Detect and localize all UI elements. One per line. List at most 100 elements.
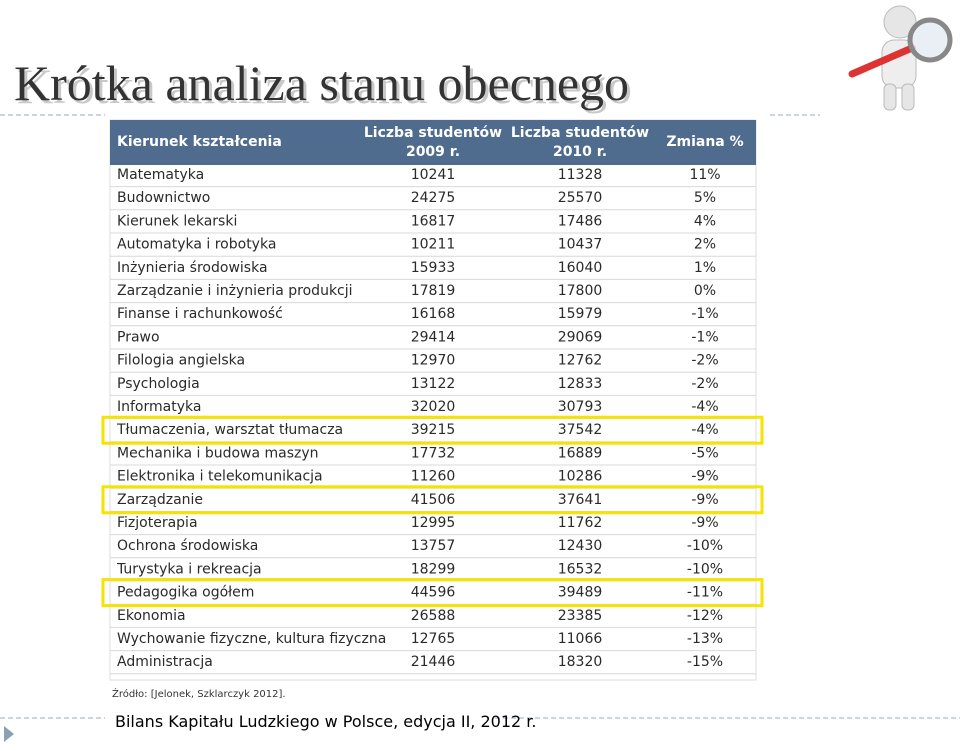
cell: 13122 xyxy=(411,376,456,392)
cell: -9% xyxy=(691,492,718,508)
cell: 10286 xyxy=(558,469,603,485)
cell: 26588 xyxy=(411,608,456,624)
cell: 10211 xyxy=(411,237,456,253)
cell: 17486 xyxy=(558,213,603,229)
cell: 10241 xyxy=(411,167,456,183)
cell: 11066 xyxy=(558,631,603,647)
cell: 17732 xyxy=(411,445,456,461)
cell: -9% xyxy=(691,515,718,531)
cell: 0% xyxy=(694,283,716,299)
cell: 16168 xyxy=(411,306,456,322)
column-header: 2009 r. xyxy=(406,144,460,160)
cell: Wychowanie fizyczne, kultura fizyczna xyxy=(117,631,386,647)
cell: 44596 xyxy=(411,585,456,601)
cell: 13757 xyxy=(411,538,456,554)
cell: 11260 xyxy=(411,469,456,485)
cell: 12970 xyxy=(411,353,456,369)
cell: 16532 xyxy=(558,561,603,577)
cell: 1% xyxy=(694,260,716,276)
cell: 16817 xyxy=(411,213,456,229)
cell: Finanse i rachunkowość xyxy=(117,306,283,322)
cell: 12765 xyxy=(411,631,456,647)
cell: 12762 xyxy=(558,353,603,369)
cell: 2% xyxy=(694,237,716,253)
cell: -5% xyxy=(691,445,718,461)
cell: 25570 xyxy=(558,190,603,206)
cell: Kierunek lekarski xyxy=(117,213,237,229)
cell: 12833 xyxy=(558,376,603,392)
cell: 29069 xyxy=(558,329,603,345)
cell: 37641 xyxy=(558,492,603,508)
cell: Filologia angielska xyxy=(117,353,245,369)
cell: 32020 xyxy=(411,399,456,415)
cell: 39489 xyxy=(558,585,603,601)
cell: 11% xyxy=(689,167,720,183)
cell: Automatyka i robotyka xyxy=(117,237,276,253)
cell: Prawo xyxy=(117,329,160,345)
column-header: Zmiana % xyxy=(666,134,743,150)
cell: Tłumaczenia, warsztat tłumacza xyxy=(116,422,343,438)
cell: 12995 xyxy=(411,515,456,531)
cell: Inżynieria środowiska xyxy=(117,260,268,276)
cell: -13% xyxy=(687,631,723,647)
cell: Zarządzanie xyxy=(117,492,203,508)
cell: Pedagogika ogółem xyxy=(117,585,254,601)
cell: 15933 xyxy=(411,260,456,276)
cell: 17800 xyxy=(558,283,603,299)
cell: 12430 xyxy=(558,538,603,554)
table-header xyxy=(110,120,756,165)
cell: -15% xyxy=(687,654,723,670)
cell: -12% xyxy=(687,608,723,624)
cell: Mechanika i budowa maszyn xyxy=(117,445,319,461)
column-header: Liczba studentów xyxy=(364,125,502,141)
cell: 24275 xyxy=(411,190,456,206)
cell: Fizjoterapia xyxy=(117,515,198,531)
slide-title: Krótka analiza stanu obecnego xyxy=(14,55,629,111)
cell: Budownictwo xyxy=(117,190,210,206)
cell: 23385 xyxy=(558,608,603,624)
cell: 10437 xyxy=(558,237,603,253)
cell: Informatyka xyxy=(117,399,201,415)
table-frame xyxy=(109,119,757,681)
cell: Matematyka xyxy=(117,167,204,183)
cell: 18320 xyxy=(558,654,603,670)
cell: 21446 xyxy=(411,654,456,670)
magnifier-icon xyxy=(848,5,953,111)
cell: 5% xyxy=(694,190,716,206)
cell: -11% xyxy=(687,585,723,601)
cell: 4% xyxy=(694,213,716,229)
footer-caption: Bilans Kapitału Ludzkiego w Polsce, edyc… xyxy=(115,712,536,731)
highlight-box xyxy=(101,485,764,515)
cell: 37542 xyxy=(558,422,603,438)
cell: 11328 xyxy=(558,167,603,183)
cell: Turystyka i rekreacja xyxy=(116,561,262,577)
cell: 30793 xyxy=(558,399,603,415)
cell: -9% xyxy=(691,469,718,485)
cell: -2% xyxy=(691,376,718,392)
cell: 39215 xyxy=(411,422,456,438)
source: Źródło: [Jelonek, Szklarczyk 2012]. xyxy=(112,687,286,700)
title-shadow: Krótka analiza stanu obecnego xyxy=(17,58,632,114)
cell: Elektronika i telekomunikacja xyxy=(117,469,323,485)
cell: Administracja xyxy=(117,654,213,670)
column-header: 2010 r. xyxy=(553,144,607,160)
cell: -4% xyxy=(691,422,718,438)
cell: 18299 xyxy=(411,561,456,577)
cell: 16889 xyxy=(558,445,603,461)
cell: 17819 xyxy=(411,283,456,299)
bullet xyxy=(4,726,14,742)
cell: -10% xyxy=(687,561,723,577)
cell: 16040 xyxy=(558,260,603,276)
cell: -4% xyxy=(691,399,718,415)
highlight-box xyxy=(101,415,764,445)
cell: Ekonomia xyxy=(117,608,186,624)
highlight-box xyxy=(101,578,764,608)
column-header: Kierunek kształcenia xyxy=(117,134,282,150)
cell: -10% xyxy=(687,538,723,554)
cell: -2% xyxy=(691,353,718,369)
cell: Zarządzanie i inżynieria produkcji xyxy=(117,283,353,299)
cell: -1% xyxy=(691,306,718,322)
cell: 29414 xyxy=(411,329,456,345)
